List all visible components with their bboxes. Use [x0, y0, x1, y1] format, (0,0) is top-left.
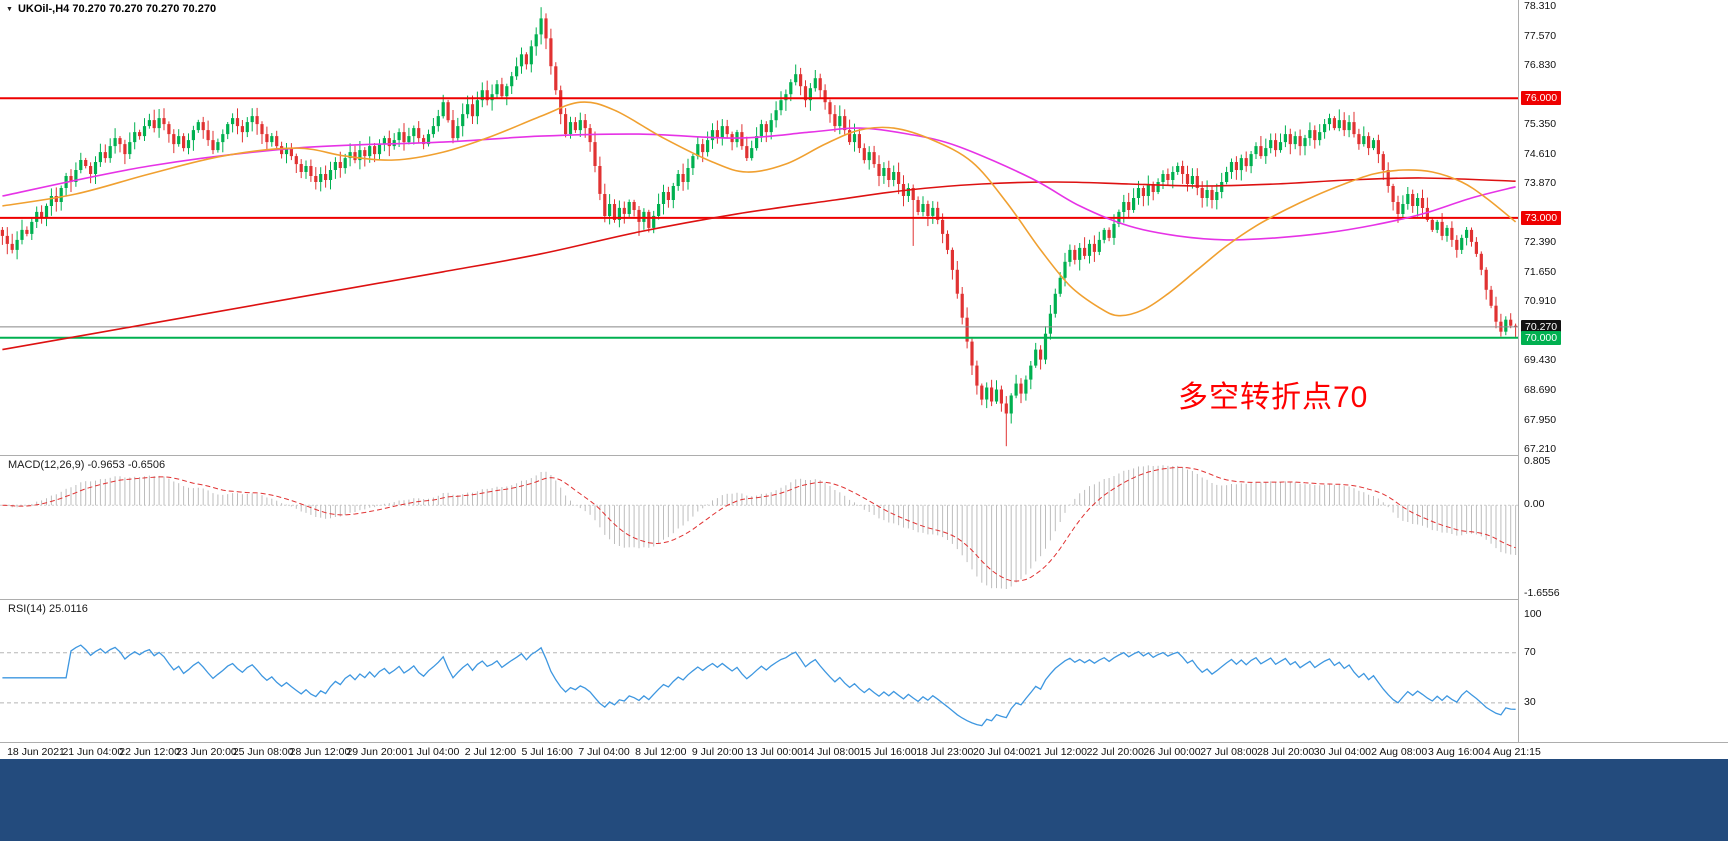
rsi-line: [2, 644, 1516, 727]
chart-title: ▼ UKOil-,H4 70.270 70.270 70.270 70.270: [6, 3, 216, 15]
time-axis-label: 26 Jul 00:00: [1143, 746, 1201, 758]
time-axis-label: 1 Jul 04:00: [407, 746, 460, 758]
time-axis-label: 3 Aug 16:00: [1427, 746, 1485, 758]
current-price-badge: 70.270: [1521, 319, 1562, 334]
main-chart-panel: ▼ UKOil-,H4 70.270 70.270 70.270 70.270 …: [0, 0, 1518, 455]
rsi-label: RSI(14) 25.0116: [8, 603, 88, 615]
price-axis-label: 75.350: [1524, 118, 1557, 131]
time-axis-label: 28 Jun 12:00: [289, 746, 351, 758]
time-axis-label: 15 Jul 16:00: [859, 746, 917, 758]
indicator-axis-label: 100: [1524, 608, 1542, 621]
price-scale[interactable]: 78.310 77.570 76.830 75.350 74.610 73.870 72.3…: [1518, 0, 1728, 742]
time-axis-label: 21 Jun 04:00: [62, 746, 124, 758]
price-axis-label: 70.910: [1524, 295, 1557, 308]
time-axis-label: 30 Jul 04:00: [1313, 746, 1371, 758]
price-axis-label: 71.650: [1524, 265, 1557, 278]
time-axis-label: 20 Jul 04:00: [972, 746, 1031, 758]
symbol-ohlc-label: UKOil-,H4 70.270 70.270 70.270 70.270: [17, 3, 217, 15]
ma-fast-line: [2, 101, 1517, 317]
symbol-marker-icon: ▼: [6, 5, 13, 13]
price-axis-label: 72.390: [1524, 236, 1557, 249]
time-axis-label: 23 Jun 20:00: [176, 746, 237, 758]
resistance-76-badge: 76.000: [1521, 91, 1562, 106]
ma-slow-line: [2, 177, 1516, 351]
time-axis-label: 27 Jul 08:00: [1200, 746, 1258, 758]
indicator-axis-label: 0.00: [1524, 498, 1545, 511]
time-axis-label: 29 Jun 20:00: [346, 746, 408, 758]
time-axis-label: 8 Jul 12:00: [635, 746, 687, 758]
bottom-bar: [0, 759, 1728, 841]
time-axis-label: 9 Jul 20:00: [691, 746, 744, 758]
indicator-axis-label: -1.6556: [1524, 587, 1560, 599]
candles-layer: [0, 7, 1518, 447]
time-axis-label: 21 Jul 12:00: [1029, 746, 1087, 758]
price-axis-label: 74.610: [1524, 147, 1557, 160]
price-axis-label: 69.430: [1524, 354, 1557, 367]
macd-panel: MACD(12,26,9) -0.9653 -0.6506: [0, 455, 1518, 600]
macd-canvas[interactable]: [0, 456, 1518, 600]
time-axis-label: 14 Jul 08:00: [802, 746, 860, 758]
time-axis-label: 5 Jul 16:00: [521, 746, 573, 758]
time-axis-label: 13 Jul 00:00: [745, 746, 803, 758]
time-axis-label: 25 Jun 08:00: [232, 746, 294, 758]
time-axis-label: 22 Jul 20:00: [1086, 746, 1144, 758]
time-axis-label: 7 Jul 04:00: [578, 746, 630, 758]
price-axis-label: 67.210: [1524, 443, 1557, 455]
indicator-axis-label: 0.805: [1524, 455, 1551, 467]
rsi-canvas[interactable]: [0, 600, 1518, 743]
time-axis-label: 22 Jun 12:00: [119, 746, 180, 758]
time-axis-label: 18 Jul 23:00: [916, 746, 974, 758]
time-axis-label: 18 Jun 2021: [7, 746, 65, 758]
macd-signal-line: [2, 466, 1516, 582]
time-axis-label: 2 Jul 12:00: [464, 746, 517, 758]
time-axis-label: 2 Aug 08:00: [1371, 746, 1428, 758]
indicator-axis-label: 30: [1524, 695, 1536, 708]
indicator-axis-label: 70: [1524, 645, 1536, 658]
price-axis-label: 68.690: [1524, 383, 1557, 396]
time-axis-label: 4 Aug 21:15: [1484, 746, 1541, 758]
price-axis-label: 73.870: [1524, 177, 1557, 190]
support-70-badge: 70.000: [1521, 330, 1562, 345]
price-axis-label: 78.310: [1524, 0, 1557, 12]
price-axis-label: 77.570: [1524, 29, 1557, 42]
macd-histogram: [6, 465, 1517, 589]
price-axis-label: 76.830: [1524, 59, 1557, 72]
macd-label: MACD(12,26,9) -0.9653 -0.6506: [8, 459, 166, 471]
time-axis[interactable]: 18 Jun 2021 21 Jun 04:00 22 Jun 12:00 23 Ju…: [0, 742, 1728, 760]
time-axis-label: 28 Jul 20:00: [1256, 746, 1315, 758]
support-73-badge: 73.000: [1521, 210, 1562, 225]
price-axis-label: 67.950: [1524, 413, 1557, 426]
rsi-panel: RSI(14) 25.0116: [0, 599, 1518, 743]
annotation-text[interactable]: 多空转折点70: [1178, 381, 1369, 414]
main-chart-canvas[interactable]: [0, 0, 1518, 455]
